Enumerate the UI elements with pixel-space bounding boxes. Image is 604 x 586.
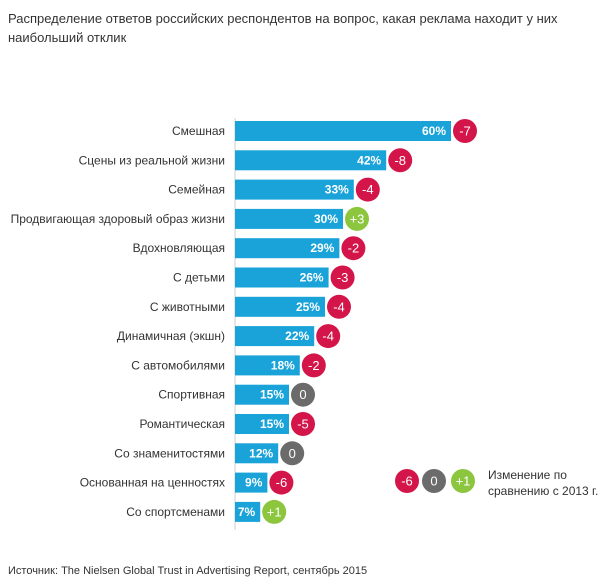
change-label: -7	[459, 124, 471, 139]
value-label: 7%	[238, 505, 256, 519]
bar	[235, 501, 261, 522]
change-badge	[327, 294, 351, 319]
change-label: -2	[348, 241, 360, 256]
change-label: -6	[276, 475, 288, 490]
change-badge	[355, 177, 380, 202]
change-badge	[280, 441, 305, 466]
change-badge	[269, 470, 294, 495]
category-label: Основанная на ценностях	[80, 476, 225, 490]
category-label: С животными	[150, 300, 225, 314]
category-label: Со знаменитостями	[114, 446, 225, 460]
bar	[235, 121, 451, 141]
value-label: 15%	[260, 417, 284, 431]
change-badge	[316, 324, 341, 349]
value-label: 60%	[422, 124, 446, 138]
bar	[235, 414, 289, 434]
category-label: Вдохновляющая	[133, 241, 225, 255]
value-label: 33%	[325, 183, 349, 197]
value-label: 15%	[260, 388, 284, 402]
change-badge	[291, 382, 315, 407]
change-label: 0	[289, 446, 296, 461]
category-label: Сцены из реальной жизни	[79, 153, 225, 167]
change-badge	[301, 353, 326, 378]
legend-badge-label: +1	[456, 474, 471, 489]
bar	[235, 326, 315, 347]
category-label: Семейная	[168, 183, 225, 197]
category-label: С детьми	[173, 271, 225, 285]
bar	[235, 208, 343, 229]
change-badge	[345, 206, 369, 231]
source-note: Источник: The Nielsen Global Trust in Ad…	[8, 565, 368, 577]
category-label: Спортивная	[158, 388, 225, 402]
category-label: Со спортсменами	[126, 505, 225, 519]
legend-badge-label: 0	[430, 474, 437, 489]
change-badge	[388, 148, 413, 173]
bar	[235, 179, 354, 200]
change-label: -2	[308, 358, 320, 373]
change-label: -5	[297, 417, 309, 432]
legend-badge	[395, 469, 419, 493]
bar	[235, 472, 268, 493]
value-label: 30%	[314, 212, 338, 226]
value-label: 25%	[296, 300, 320, 314]
legend-badge	[451, 469, 475, 493]
value-label: 12%	[249, 446, 273, 460]
change-label: +1	[267, 504, 282, 519]
bar	[235, 355, 300, 376]
change-badge	[262, 499, 287, 524]
category-label: Продвигающая здоровый образ жизни	[11, 212, 225, 226]
value-label: 22%	[285, 329, 309, 343]
value-label: 9%	[245, 476, 263, 490]
chart-title: Распределение ответов российских респонд…	[8, 11, 558, 45]
bar	[235, 384, 289, 405]
category-label: С автомобилями	[131, 358, 225, 372]
category-label: Смешная	[172, 124, 225, 138]
legend-badge-label: -6	[401, 474, 413, 489]
legend-badge	[422, 469, 446, 493]
bar	[235, 296, 325, 317]
change-badge	[453, 119, 477, 143]
category-label: Романтическая	[139, 417, 225, 431]
bar	[235, 238, 340, 259]
change-label: 0	[299, 387, 306, 402]
bar	[235, 443, 279, 464]
change-badge	[341, 236, 366, 261]
change-label: -4	[362, 182, 374, 197]
change-badge	[330, 265, 355, 290]
value-label: 42%	[357, 153, 381, 167]
change-badge	[291, 412, 315, 436]
change-label: +3	[350, 211, 365, 226]
bar	[235, 150, 387, 171]
change-label: -3	[337, 270, 349, 285]
legend-label: Изменение по сравнению с 2013 г.	[488, 468, 599, 498]
value-label: 18%	[271, 358, 295, 372]
value-label: 29%	[310, 241, 334, 255]
change-label: -4	[333, 299, 345, 314]
change-label: -4	[322, 329, 334, 344]
category-label: Динамичная (экшн)	[117, 329, 225, 343]
value-label: 26%	[300, 271, 324, 285]
bar	[235, 267, 329, 288]
change-label: -8	[394, 153, 406, 168]
